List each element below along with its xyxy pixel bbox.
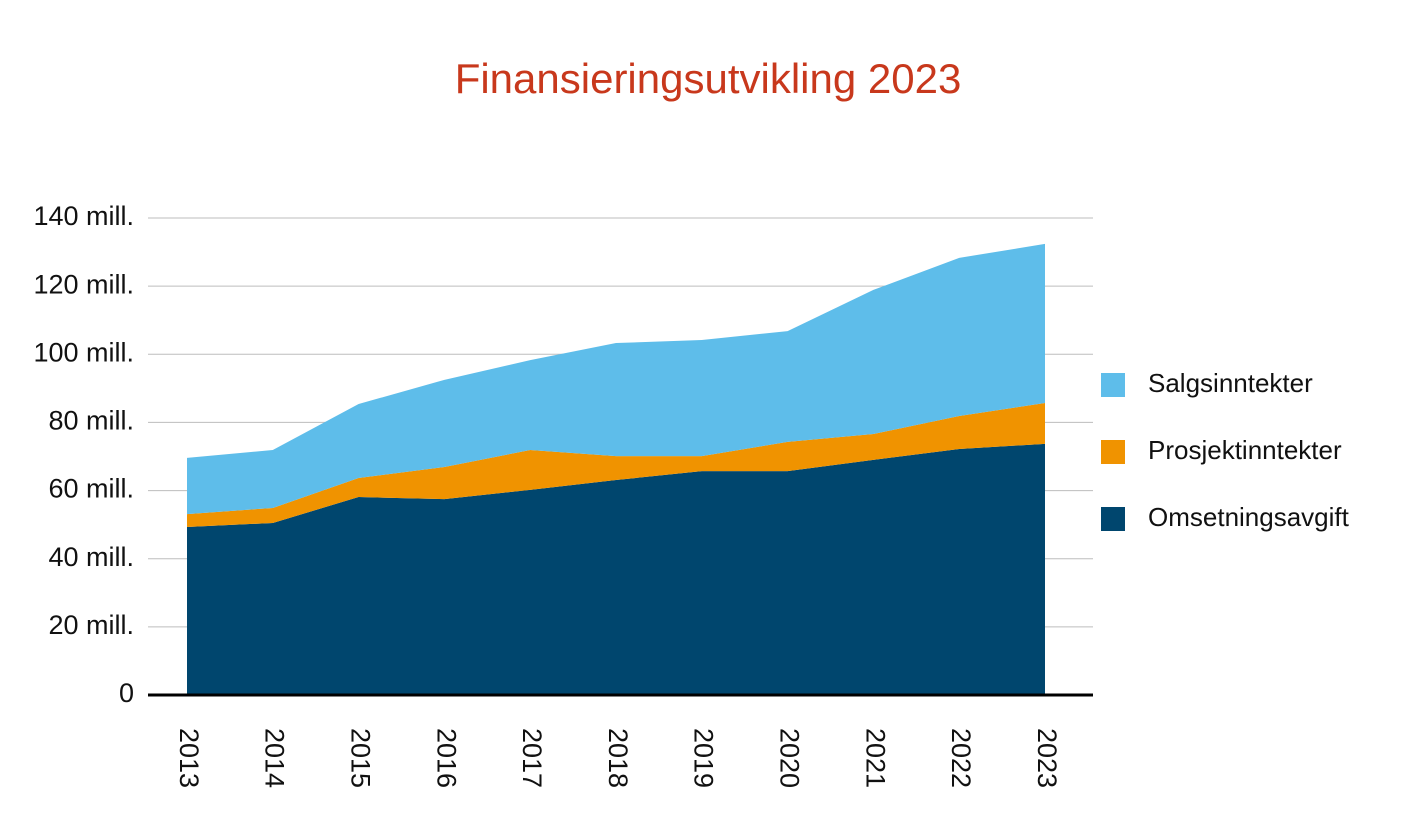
chart-title: Finansieringsutvikling 2023 (455, 55, 962, 102)
x-tick-label: 2014 (260, 728, 290, 788)
legend-swatch (1101, 440, 1125, 464)
x-tick-label: 2015 (345, 728, 375, 788)
x-tick-label: 2016 (431, 728, 461, 788)
area (187, 243, 1045, 515)
y-tick-label: 40 mill. (48, 542, 134, 572)
x-tick-label: 2017 (517, 728, 547, 788)
x-tick-label: 2018 (603, 728, 633, 788)
area (187, 403, 1045, 528)
legend-swatch (1101, 507, 1125, 531)
x-tick-label: 2019 (689, 728, 719, 788)
y-tick-label: 100 mill. (33, 337, 134, 367)
y-tick-label: 140 mill. (33, 201, 134, 231)
area (187, 443, 1045, 695)
y-tick-label: 0 (119, 678, 134, 708)
legend-label: Omsetningsavgift (1148, 502, 1350, 532)
x-tick-label: 2021 (860, 728, 890, 788)
y-tick-label: 60 mill. (48, 474, 134, 504)
legend-label: Salgsinntekter (1148, 368, 1313, 398)
legend-swatch (1101, 373, 1125, 397)
y-tick-label: 80 mill. (48, 406, 134, 436)
x-tick-label: 2022 (946, 728, 976, 788)
x-tick-label: 2023 (1032, 728, 1062, 788)
y-tick-label: 20 mill. (48, 610, 134, 640)
x-tick-label: 2020 (774, 728, 804, 788)
y-tick-label: 120 mill. (33, 269, 134, 299)
x-tick-label: 2013 (174, 728, 204, 788)
legend-label: Prosjektinntekter (1148, 435, 1342, 465)
